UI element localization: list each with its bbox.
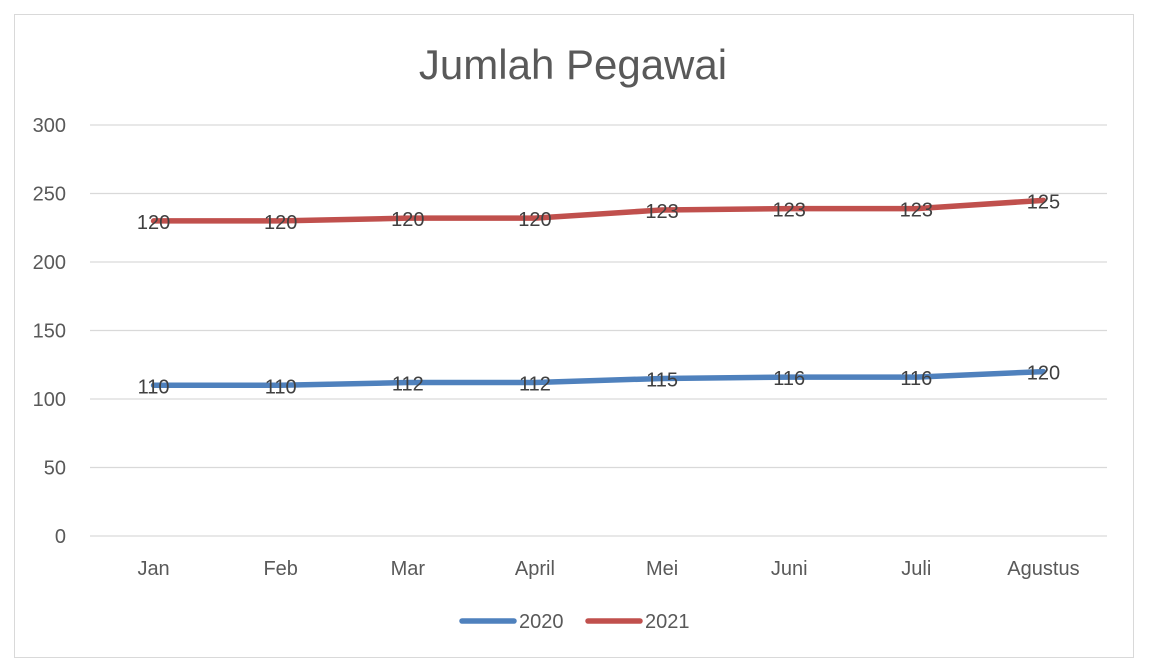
x-tick-label: Mar (391, 558, 426, 580)
x-tick-label: Juni (771, 558, 808, 580)
x-tick-label: Mei (646, 558, 678, 580)
y-tick-label: 250 (33, 184, 66, 206)
series-lines (150, 197, 1047, 389)
data-label: 120 (137, 212, 170, 234)
y-tick-label: 100 (33, 389, 66, 411)
data-label: 116 (900, 368, 932, 390)
x-tick-label: Agustus (1007, 558, 1079, 580)
data-label: 125 (1027, 191, 1060, 213)
x-axis-ticks: Jan Feb Mar April Mei Juni Juli Agustus (137, 558, 1079, 580)
data-label: 123 (645, 201, 678, 223)
y-tick-label: 50 (44, 458, 66, 480)
data-label: 123 (900, 200, 933, 222)
y-tick-label: 200 (33, 252, 66, 274)
data-label: 123 (773, 200, 806, 222)
data-label: 112 (392, 374, 424, 396)
x-tick-label: Jan (137, 558, 169, 580)
legend: 2020 2021 (459, 611, 690, 633)
data-label: 120 (391, 209, 424, 231)
data-label: 120 (518, 209, 551, 231)
data-label: 115 (646, 369, 678, 391)
y-tick-label: 300 (33, 115, 66, 137)
x-tick-label: Juli (901, 558, 931, 580)
gridlines (90, 124, 1107, 537)
legend-label-2021: 2021 (645, 611, 690, 633)
chart-title: Jumlah Pegawai (419, 41, 727, 88)
y-tick-label: 0 (55, 526, 66, 548)
chart-frame (14, 14, 1134, 658)
data-label: 120 (1027, 363, 1060, 385)
x-tick-label: Feb (263, 558, 297, 580)
data-label: 112 (519, 374, 551, 396)
series-line-2021 (150, 197, 1047, 224)
y-tick-label: 150 (33, 321, 66, 343)
legend-label-2020: 2020 (519, 611, 564, 633)
series-line-2020 (150, 368, 1047, 389)
data-labels: 110 110 112 112 115 116 116 120 120 120 120 120 123 1… (137, 191, 1060, 398)
data-label: 110 (138, 376, 170, 398)
x-tick-label: April (515, 558, 555, 580)
data-label: 116 (773, 368, 805, 390)
y-axis-ticks: 0 50 100 150 200 250 300 (33, 115, 66, 548)
data-label: 110 (265, 376, 297, 398)
data-label: 120 (264, 212, 297, 234)
